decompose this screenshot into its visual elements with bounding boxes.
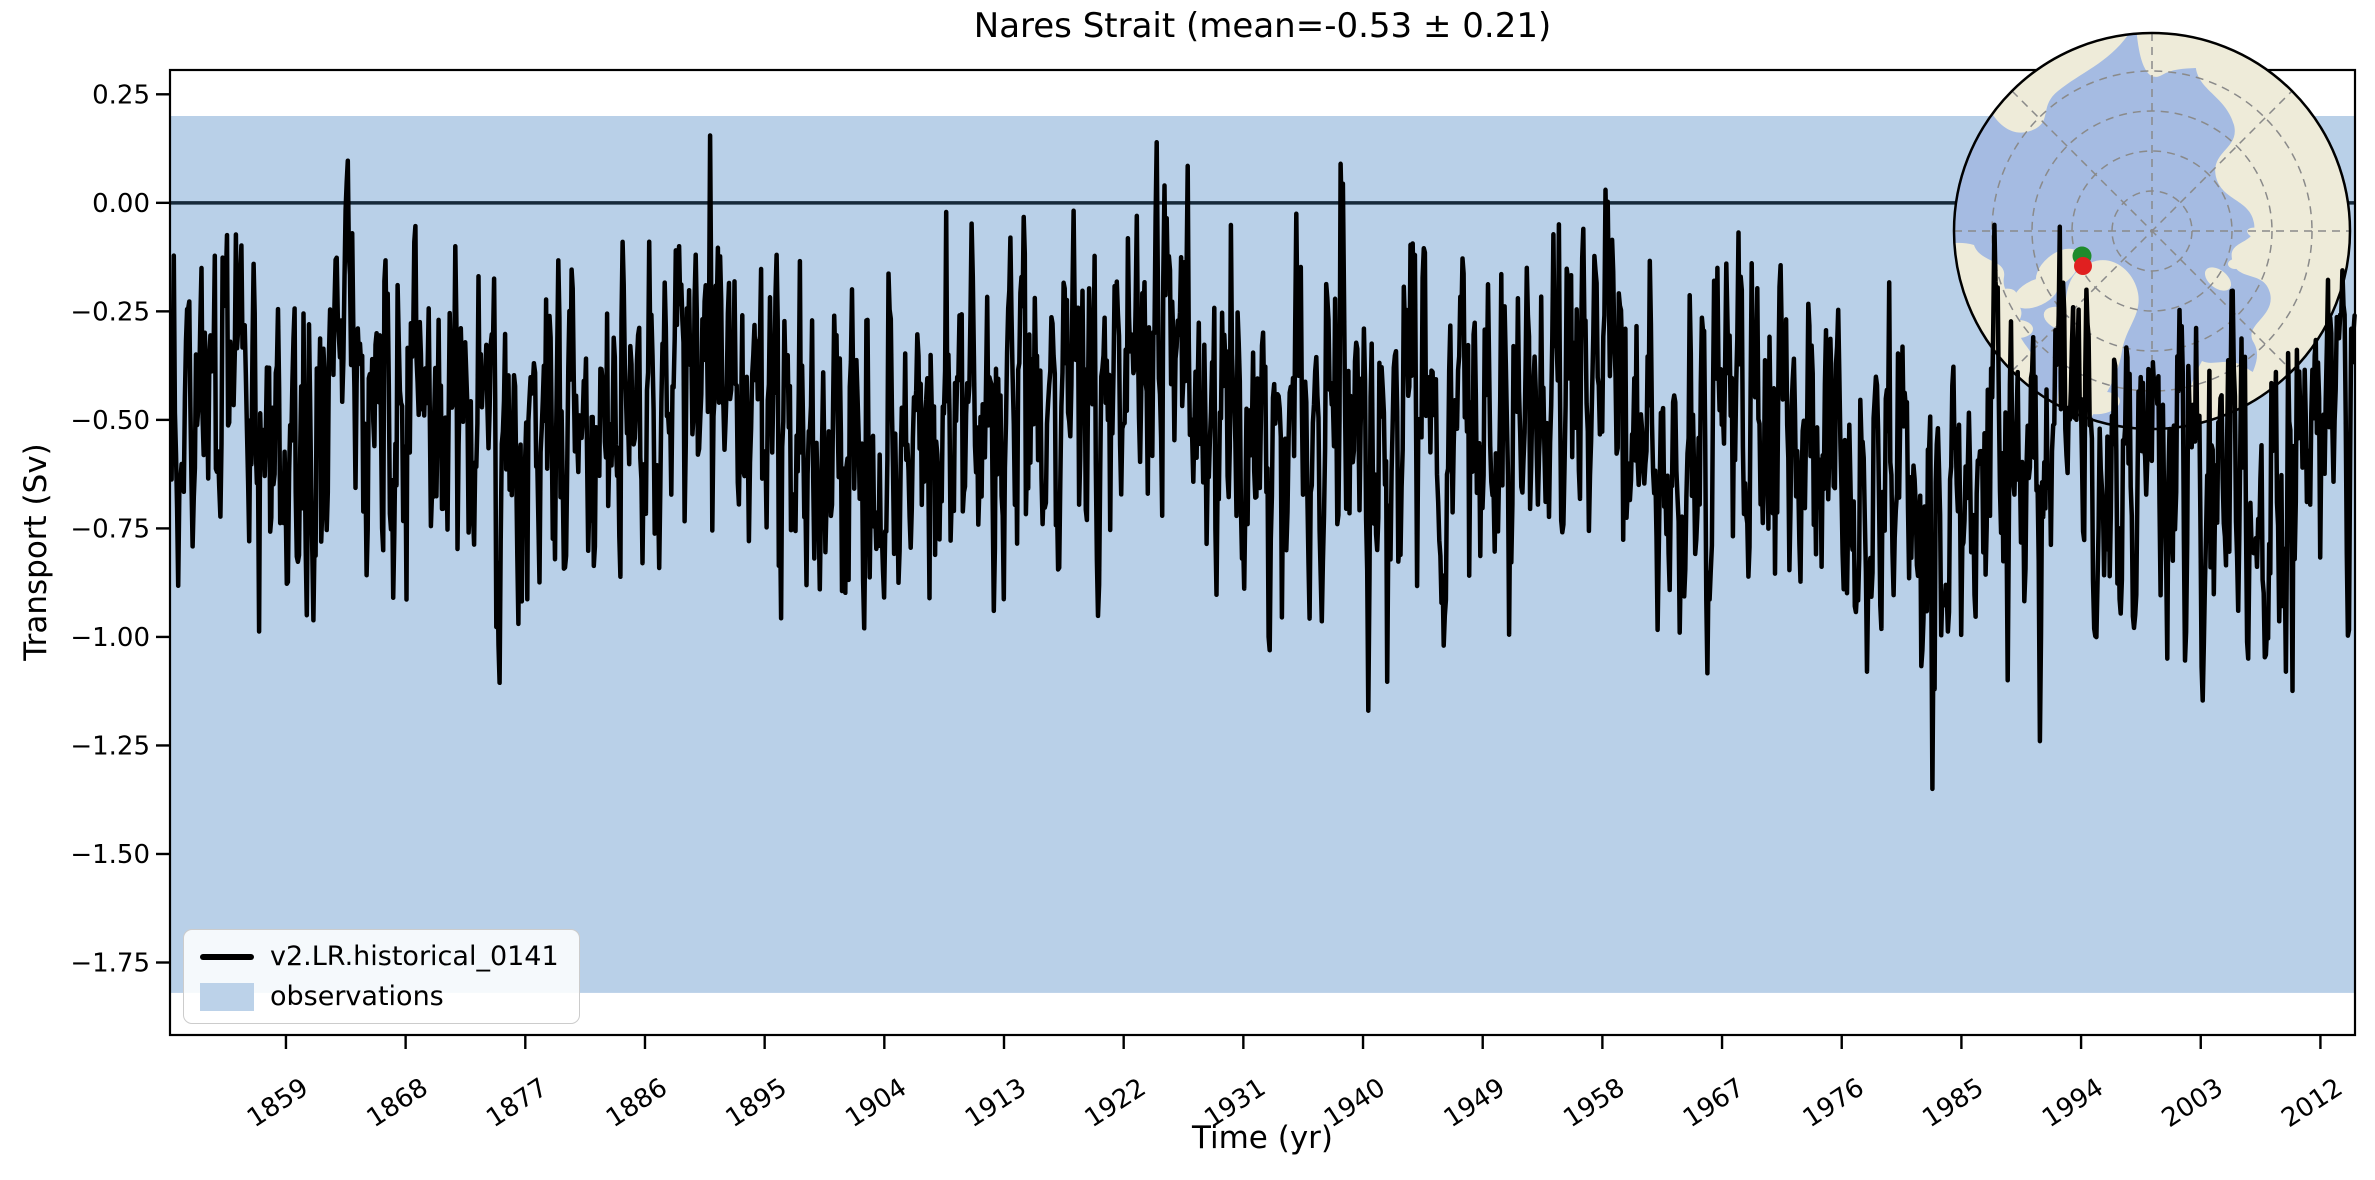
map-marker-red [2074, 257, 2092, 275]
legend-item-label: observations [270, 980, 444, 1012]
y-axis-label: Transport (Sv) [18, 443, 54, 661]
y-tick-label: −1.75 [70, 949, 150, 979]
legend-patch-swatch [200, 982, 254, 1011]
map-graticule-line [2011, 90, 2293, 372]
y-tick-label: −0.50 [70, 406, 150, 436]
legend-item-model: v2.LR.historical_0141 [200, 942, 559, 972]
y-tick-label: −0.25 [70, 297, 150, 327]
map-graticule-circle [2071, 150, 2233, 312]
land-arch-island [2013, 277, 2059, 309]
y-tick-label: −1.50 [70, 840, 150, 870]
legend-line-swatch [200, 953, 254, 961]
land-svalbard [2228, 259, 2242, 269]
y-tick-label: −1.25 [70, 731, 150, 761]
x-axis-label: Time (yr) [1192, 1120, 1333, 1156]
plot-title: Nares Strait (mean=-0.53 ± 0.21) [973, 6, 1552, 46]
legend: v2.LR.historical_0141 observations [183, 929, 580, 1025]
y-tick-label: 0.00 [92, 189, 150, 219]
y-tick-label: −1.00 [70, 623, 150, 653]
legend-item-label: v2.LR.historical_0141 [270, 941, 559, 972]
y-tick-label: −0.75 [70, 514, 150, 544]
land-novaya-zemlya [2245, 245, 2292, 301]
land-alaska [1982, 33, 2128, 133]
series-line-v2-lr-historical-0141 [169, 133, 2357, 792]
land-arch-island [2003, 320, 2033, 338]
y-tick-label: 0.25 [92, 80, 150, 110]
axes-frame [168, 68, 2357, 1037]
legend-item-observations: observations [200, 980, 559, 1012]
